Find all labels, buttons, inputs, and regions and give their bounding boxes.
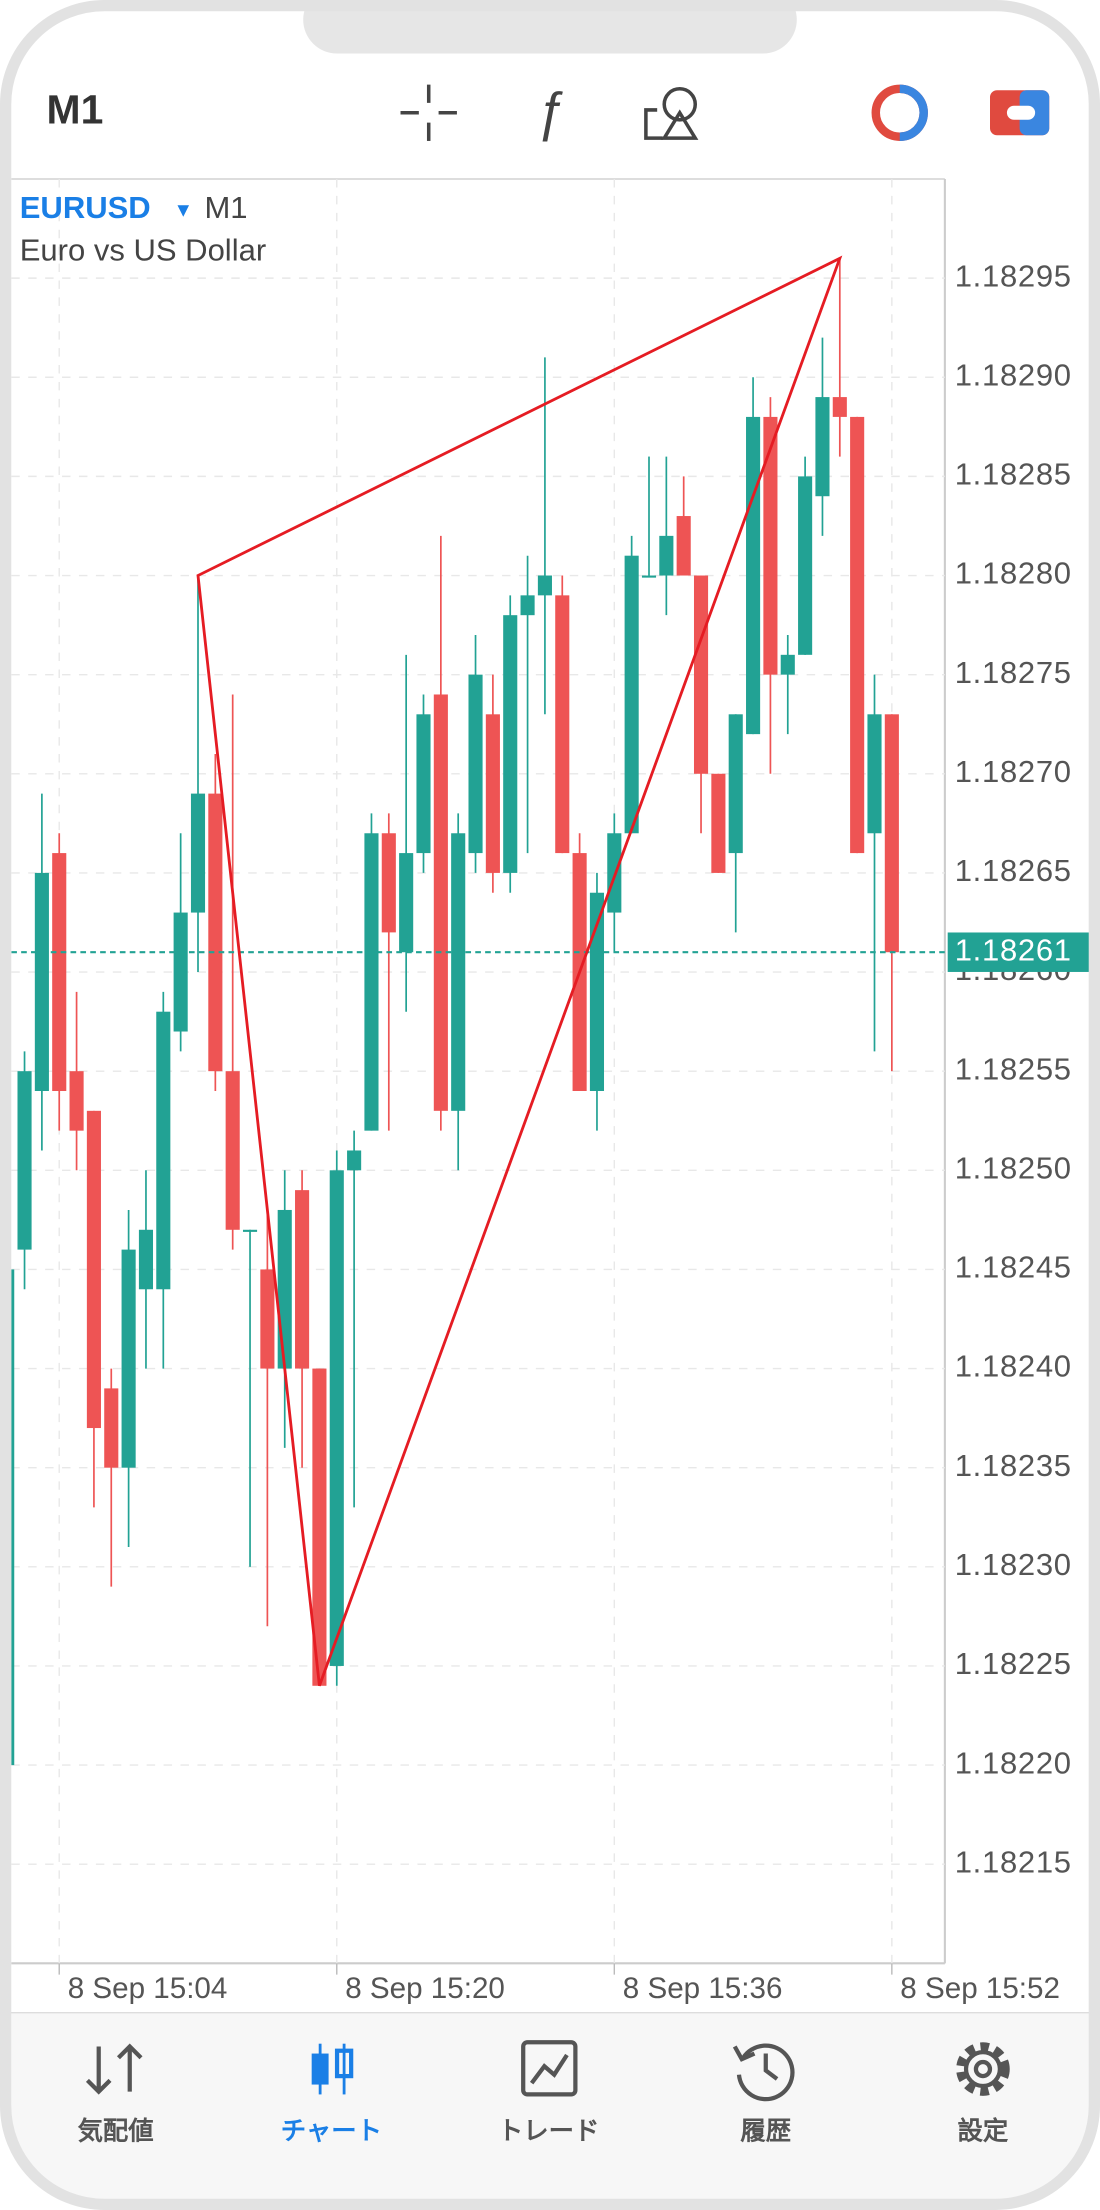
y-tick-label: 1.18230 bbox=[955, 1547, 1072, 1582]
candle-body bbox=[641, 575, 657, 578]
candle-body bbox=[659, 535, 674, 576]
connection-icon[interactable] bbox=[871, 84, 928, 141]
candle-body bbox=[86, 1110, 101, 1429]
candle-body bbox=[798, 476, 813, 655]
objects-icon[interactable] bbox=[644, 87, 699, 140]
y-tick-label: 1.18220 bbox=[955, 1745, 1072, 1780]
triangle-drawing bbox=[196, 255, 843, 1687]
candle-body bbox=[121, 1249, 136, 1468]
candle-body bbox=[676, 516, 691, 576]
candle-body bbox=[451, 833, 466, 1111]
candle-body bbox=[589, 892, 605, 1091]
candle-body bbox=[399, 853, 414, 953]
candle-body bbox=[416, 714, 431, 854]
timeframe-button[interactable]: M1 bbox=[47, 87, 104, 133]
y-tick-label: 1.18245 bbox=[955, 1250, 1072, 1285]
y-tick-label: 1.18275 bbox=[955, 655, 1072, 690]
tab-label[interactable]: 履歴 bbox=[740, 2115, 791, 2145]
indicator-icon[interactable]: ƒ bbox=[535, 83, 565, 143]
x-tick-label: 8 Sep 15:20 bbox=[345, 1972, 505, 2005]
candle-body bbox=[242, 1229, 258, 1232]
y-tick-label: 1.18290 bbox=[955, 357, 1072, 392]
tab-label[interactable]: 設定 bbox=[958, 2115, 1009, 2145]
candle-body bbox=[850, 416, 865, 854]
chart-icon[interactable] bbox=[311, 2043, 354, 2095]
y-tick-label: 1.18280 bbox=[955, 556, 1072, 591]
x-tick-label: 8 Sep 15:36 bbox=[623, 1972, 783, 2005]
last-price-label: 1.18261 bbox=[955, 932, 1072, 967]
x-tick-label: 8 Sep 15:52 bbox=[900, 1972, 1060, 2005]
candle-body bbox=[555, 595, 570, 854]
candle-body bbox=[468, 674, 483, 854]
candle-body bbox=[746, 416, 761, 735]
candle-body bbox=[104, 1388, 119, 1468]
tab-label[interactable]: チャート bbox=[281, 2115, 382, 2145]
settings-icon[interactable] bbox=[956, 2042, 1010, 2096]
candle-body bbox=[156, 1011, 171, 1290]
y-tick-label: 1.18225 bbox=[955, 1646, 1072, 1681]
candle-body bbox=[780, 654, 795, 675]
candle-body bbox=[867, 714, 882, 834]
tab-bar bbox=[5, 2012, 1095, 2205]
candle-body bbox=[312, 1368, 327, 1686]
y-tick-label: 1.18285 bbox=[955, 457, 1072, 492]
candle-body bbox=[485, 714, 500, 873]
candle-body bbox=[69, 1071, 84, 1131]
x-tick-label: 8 Sep 15:04 bbox=[68, 1972, 228, 2005]
y-tick-label: 1.18295 bbox=[955, 258, 1072, 293]
candle-body bbox=[277, 1209, 292, 1369]
chart-timeframe: M1 bbox=[204, 190, 247, 225]
candle-body bbox=[208, 793, 223, 1072]
candle-body bbox=[329, 1170, 344, 1666]
candle-body bbox=[190, 793, 206, 913]
candle-body bbox=[520, 595, 535, 616]
symbol-description: Euro vs US Dollar bbox=[20, 232, 266, 267]
candle-body bbox=[693, 575, 709, 774]
candle-body bbox=[260, 1269, 275, 1369]
candle-body bbox=[815, 397, 830, 497]
crosshair-icon[interactable] bbox=[400, 84, 457, 141]
y-tick-label: 1.18235 bbox=[955, 1448, 1072, 1483]
y-tick-label: 1.18255 bbox=[955, 1051, 1072, 1086]
trade-tab-icon[interactable] bbox=[521, 2040, 578, 2097]
symbol-dropdown[interactable]: ▼ bbox=[173, 200, 193, 222]
candle-body bbox=[763, 416, 778, 675]
candle-body bbox=[347, 1150, 362, 1171]
candle-body bbox=[884, 714, 899, 953]
candle-body bbox=[537, 575, 552, 596]
candle-body bbox=[503, 615, 518, 873]
y-tick-label: 1.18250 bbox=[955, 1150, 1072, 1185]
candle-body bbox=[832, 397, 847, 417]
candle-body bbox=[624, 555, 639, 834]
notch bbox=[303, 5, 797, 54]
candle-body bbox=[52, 853, 67, 1091]
y-tick-label: 1.18215 bbox=[955, 1844, 1072, 1879]
candle-body bbox=[225, 1071, 240, 1230]
candle-body bbox=[11, 1269, 15, 1766]
last-price-tag bbox=[947, 932, 1095, 972]
candle-body bbox=[364, 833, 379, 1131]
candle-body bbox=[381, 833, 396, 933]
candle-body bbox=[17, 1071, 32, 1250]
trade-icon[interactable] bbox=[990, 90, 1050, 136]
candle-body bbox=[295, 1190, 310, 1369]
y-tick-label: 1.18270 bbox=[955, 754, 1072, 789]
y-tick-label: 1.18265 bbox=[955, 853, 1072, 888]
candle-body bbox=[173, 912, 188, 1032]
tab-label[interactable]: トレード bbox=[498, 2115, 599, 2145]
quotes-icon[interactable] bbox=[85, 2043, 143, 2095]
candle-body bbox=[138, 1229, 154, 1290]
history-icon[interactable] bbox=[732, 2043, 795, 2102]
y-tick-label: 1.18240 bbox=[955, 1349, 1072, 1384]
candle-body bbox=[433, 694, 448, 1111]
candle-body bbox=[728, 714, 743, 854]
candle-body bbox=[34, 872, 49, 1091]
symbol[interactable]: EURUSD bbox=[20, 190, 151, 225]
candle-body bbox=[711, 773, 726, 873]
tab-label[interactable]: 気配値 bbox=[78, 2115, 154, 2145]
